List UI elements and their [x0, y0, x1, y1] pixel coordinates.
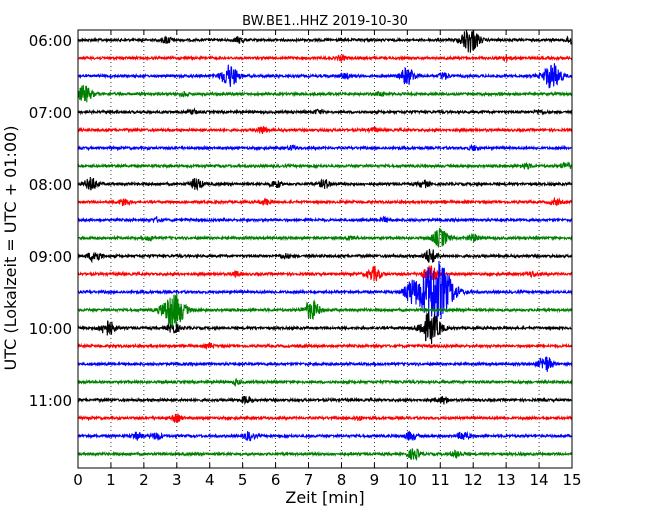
seismic-traces [77, 29, 573, 462]
x-tick-label: 14 [530, 471, 549, 489]
y-axis-ticks: 06:00 07:00 08:00 09:00 10:00 11:00 [29, 32, 83, 410]
x-tick-label: 11 [431, 471, 450, 489]
x-tick-label: 9 [370, 471, 380, 489]
trace-0630 [77, 63, 573, 89]
trace-0715 [77, 126, 573, 134]
trace-0900 [77, 248, 573, 264]
trace-0815 [77, 196, 573, 207]
x-tick-label: 3 [172, 471, 182, 489]
y-tick-label: 10:00 [29, 320, 72, 338]
plot-frame [77, 29, 573, 469]
trace-0930 [77, 260, 573, 322]
trace-1100 [77, 395, 573, 406]
trace-1145 [77, 448, 573, 462]
x-tick-label: 10 [398, 471, 417, 489]
trace-0830 [77, 215, 573, 224]
x-tick-label: 15 [562, 471, 581, 489]
trace-1045 [77, 377, 573, 388]
trace-0645 [77, 84, 573, 103]
x-axis-label: Zeit [min] [285, 488, 364, 507]
trace-0800 [77, 176, 573, 192]
trace-1130 [77, 430, 573, 442]
trace-0945 [77, 293, 573, 328]
x-tick-label: 0 [73, 471, 83, 489]
trace-1000 [77, 311, 573, 345]
x-tick-label: 7 [304, 471, 314, 489]
chart-title: BW.BE1..HHZ 2019-10-30 [242, 14, 408, 29]
x-tick-label: 2 [139, 471, 149, 489]
y-axis-label: UTC (Lokalzeit = UTC + 01:00) [1, 126, 20, 371]
x-tick-label: 5 [238, 471, 248, 489]
x-tick-label: 12 [464, 471, 483, 489]
trace-1015 [77, 342, 573, 351]
trace-1115 [77, 413, 573, 424]
y-tick-label: 09:00 [29, 248, 72, 266]
trace-1030 [77, 355, 573, 372]
trace-0615 [77, 53, 573, 63]
x-tick-label: 8 [337, 471, 347, 489]
x-tick-label: 6 [271, 471, 281, 489]
trace-0915 [77, 265, 573, 282]
x-tick-label: 13 [497, 471, 516, 489]
trace-0730 [77, 143, 573, 152]
y-tick-label: 08:00 [29, 176, 72, 194]
trace-0700 [77, 107, 573, 116]
trace-0600 [77, 29, 573, 53]
y-tick-label: 11:00 [29, 392, 72, 410]
x-tick-label: 1 [106, 471, 116, 489]
grid-lines [110, 30, 540, 468]
x-axis-ticks: 0 1 2 3 4 5 6 7 8 9 10 11 12 13 14 15 [73, 30, 582, 489]
y-tick-label: 07:00 [29, 104, 72, 122]
trace-0845 [77, 227, 573, 248]
y-tick-label: 06:00 [29, 32, 72, 50]
trace-0745 [77, 161, 573, 170]
x-tick-label: 4 [205, 471, 215, 489]
